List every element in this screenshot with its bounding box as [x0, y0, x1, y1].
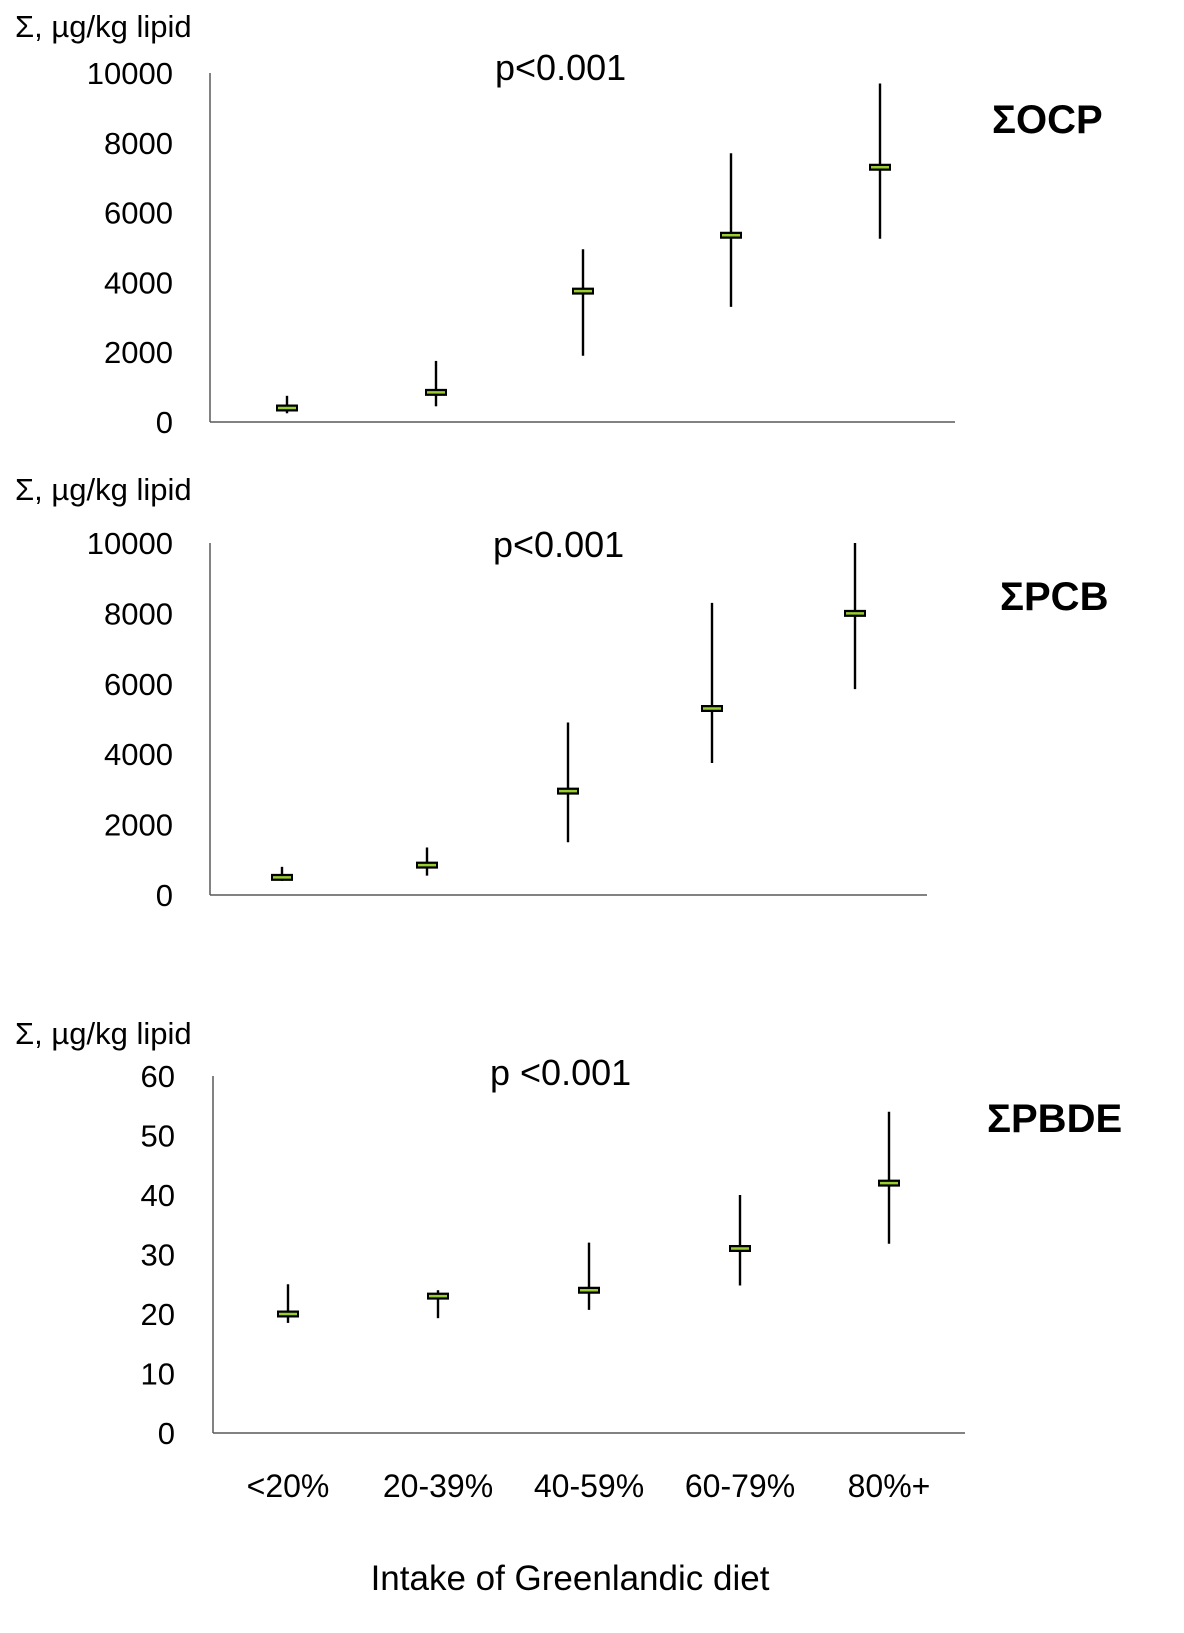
y-tick-label: 6000: [104, 667, 173, 702]
y-tick-label: 8000: [104, 126, 173, 161]
y-tick-label: 8000: [104, 596, 173, 631]
y-tick-label: 10: [141, 1357, 175, 1392]
x-tick-label: 40-59%: [534, 1468, 644, 1504]
y-tick-label: 0: [156, 405, 173, 440]
x-tick-label: 60-79%: [685, 1468, 795, 1504]
x-axis-title: Intake of Greenlandic diet: [371, 1559, 770, 1598]
x-tick-label: <20%: [247, 1468, 330, 1504]
y-tick-label: 2000: [104, 335, 173, 370]
y-tick-label: 50: [141, 1119, 175, 1154]
y-tick-label: 40: [141, 1178, 175, 1213]
y-axis-label: Σ, µg/kg lipid: [15, 9, 192, 44]
p-value-annotation: p <0.001: [490, 1052, 631, 1093]
p-value-annotation: p<0.001: [495, 47, 626, 88]
y-tick-label: 0: [158, 1416, 175, 1451]
y-axis-label: Σ, µg/kg lipid: [15, 472, 192, 507]
x-tick-label: 20-39%: [383, 1468, 493, 1504]
series-label: ΣPCB: [1000, 575, 1108, 619]
y-tick-label: 4000: [104, 737, 173, 772]
y-axis-label: Σ, µg/kg lipid: [15, 1016, 192, 1051]
y-tick-label: 4000: [104, 265, 173, 300]
y-tick-label: 20: [141, 1297, 175, 1332]
p-value-annotation: p<0.001: [493, 524, 624, 565]
series-label: ΣPBDE: [987, 1097, 1122, 1141]
series-label: ΣOCP: [992, 98, 1103, 142]
y-tick-label: 10000: [87, 56, 173, 91]
y-tick-label: 2000: [104, 808, 173, 843]
x-tick-label: 80%+: [848, 1468, 931, 1504]
y-tick-label: 60: [141, 1059, 175, 1094]
y-tick-label: 6000: [104, 196, 173, 231]
y-tick-label: 0: [156, 878, 173, 913]
y-tick-label: 30: [141, 1238, 175, 1273]
y-tick-label: 10000: [87, 526, 173, 561]
